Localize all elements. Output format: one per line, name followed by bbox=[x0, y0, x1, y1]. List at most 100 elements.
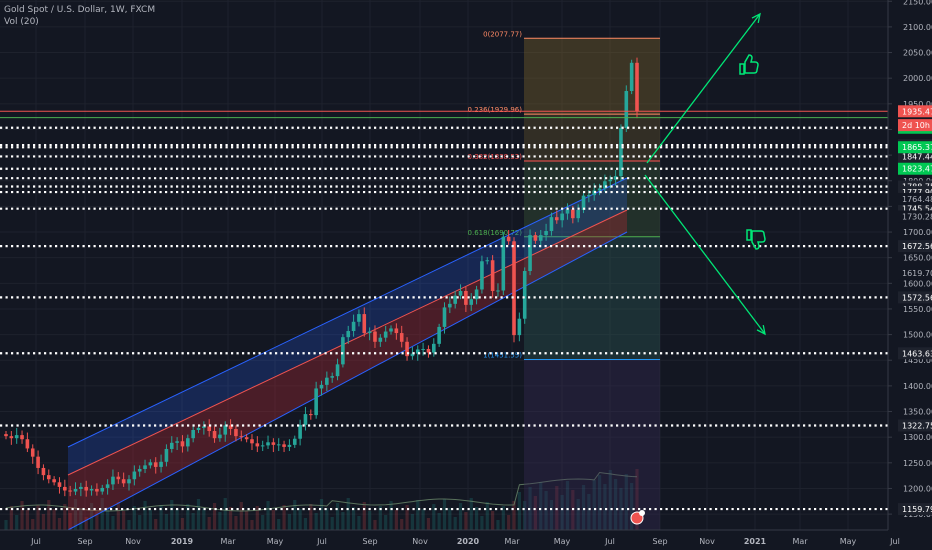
candle-body bbox=[4, 434, 8, 437]
candle-body bbox=[84, 486, 89, 491]
volume-bar bbox=[421, 509, 425, 530]
volume-bar bbox=[180, 518, 185, 530]
volume-bar bbox=[250, 520, 254, 530]
volume-bar bbox=[170, 500, 174, 530]
volume-bar bbox=[293, 500, 297, 530]
bearish-arrow[interactable] bbox=[644, 174, 766, 335]
volume-bar bbox=[405, 505, 409, 530]
candle-body bbox=[191, 429, 195, 439]
volume-bar bbox=[234, 516, 238, 530]
candle-body bbox=[196, 427, 201, 430]
volume-bar bbox=[116, 502, 120, 530]
candle-body bbox=[100, 487, 105, 492]
volume-bar bbox=[581, 485, 586, 530]
candle-countdown-tag: 2d 10h bbox=[902, 121, 930, 130]
candle-body bbox=[341, 337, 345, 365]
volume-bar bbox=[20, 501, 24, 530]
candle-body bbox=[175, 441, 179, 443]
level-price-label-bg bbox=[898, 240, 932, 253]
channel-upper-line[interactable] bbox=[67, 177, 628, 448]
candle-body bbox=[544, 231, 548, 236]
volume-bar bbox=[223, 498, 227, 530]
time-tick-label: Jul bbox=[889, 537, 900, 546]
news-flag-icon[interactable] bbox=[630, 510, 645, 525]
horizontal-levels[interactable] bbox=[0, 110, 888, 511]
fib-band bbox=[524, 359, 660, 530]
last-price-tag-bg bbox=[898, 105, 932, 118]
time-axis[interactable]: Jul Sep Nov 2019 Mar May Jul Sep Nov 2020 Mar May Ju… bbox=[0, 529, 932, 550]
candle-body bbox=[613, 176, 618, 180]
volume-bar bbox=[330, 517, 334, 530]
volume-bar bbox=[394, 510, 398, 530]
candle-body bbox=[528, 235, 532, 272]
volume-bar bbox=[245, 511, 249, 530]
candle-body bbox=[571, 209, 575, 219]
candle-body bbox=[357, 314, 361, 322]
candle-body bbox=[271, 442, 276, 445]
candle-body bbox=[373, 331, 377, 342]
candle-body bbox=[399, 333, 404, 342]
volume-bar bbox=[95, 512, 99, 530]
volume-bar bbox=[560, 495, 564, 530]
candle-body bbox=[116, 476, 121, 480]
candle-body bbox=[282, 444, 286, 447]
volume-bar bbox=[432, 504, 436, 530]
volume-bar bbox=[89, 503, 94, 530]
fib-band bbox=[524, 38, 660, 115]
volume-bar bbox=[512, 501, 516, 530]
candle-body bbox=[581, 195, 586, 210]
candle-body bbox=[228, 425, 233, 429]
candle-body bbox=[212, 431, 217, 439]
candle-body bbox=[560, 213, 564, 221]
volume-bar bbox=[630, 483, 634, 530]
candle-body bbox=[95, 488, 99, 492]
volume-bar bbox=[448, 508, 452, 530]
volume-bar bbox=[47, 500, 51, 530]
candle-body bbox=[41, 467, 46, 476]
volume-bar bbox=[469, 498, 473, 530]
candle-body bbox=[207, 426, 212, 432]
candle-body bbox=[431, 343, 436, 353]
volume-bar bbox=[218, 512, 222, 530]
candle-body bbox=[325, 377, 329, 385]
volume-bar bbox=[52, 509, 56, 530]
volume-bar bbox=[341, 512, 345, 530]
time-tick-label: Sep bbox=[362, 537, 377, 546]
price-tick-label: 1950.00 bbox=[903, 100, 932, 109]
bullish-arrow[interactable] bbox=[646, 13, 761, 164]
channel-lower-line[interactable] bbox=[67, 231, 628, 531]
volume-bar bbox=[346, 498, 350, 530]
candle-body bbox=[159, 461, 163, 467]
candle-body bbox=[351, 321, 356, 332]
volume-bar bbox=[84, 517, 88, 530]
volume-bar bbox=[373, 520, 377, 530]
projection-arrows[interactable] bbox=[644, 12, 766, 336]
volume-indicator-label[interactable]: Vol (20) bbox=[4, 17, 39, 27]
candle-body bbox=[169, 442, 174, 449]
candle-body bbox=[448, 303, 452, 308]
candle-body bbox=[180, 441, 185, 447]
candle-body bbox=[533, 235, 538, 241]
volume-bar bbox=[533, 496, 537, 530]
support-tag-mid-bg bbox=[898, 162, 932, 175]
candle-body bbox=[480, 261, 484, 290]
candle-body bbox=[512, 241, 516, 336]
channel-mid-line[interactable] bbox=[67, 209, 628, 476]
volume-bar bbox=[143, 501, 147, 530]
volume-bar bbox=[624, 474, 628, 530]
candle-body bbox=[239, 436, 244, 438]
candle-body bbox=[276, 444, 281, 446]
time-tick-label: 2019 bbox=[171, 537, 194, 546]
symbol-title[interactable]: Gold Spot / U.S. Dollar, 1W, FXCM bbox=[4, 5, 156, 15]
volume-bar bbox=[619, 488, 623, 530]
candle-body bbox=[426, 348, 431, 353]
candle-body bbox=[474, 289, 479, 300]
volume-bar bbox=[175, 509, 179, 530]
regression-channel[interactable] bbox=[67, 177, 628, 531]
candle-countdown-tag-bg bbox=[898, 119, 932, 132]
support-tag-mid: 1823.47 bbox=[902, 165, 932, 174]
volume-bar bbox=[592, 480, 596, 530]
candle-body bbox=[517, 318, 522, 336]
thumbs-down-icon bbox=[746, 229, 766, 250]
